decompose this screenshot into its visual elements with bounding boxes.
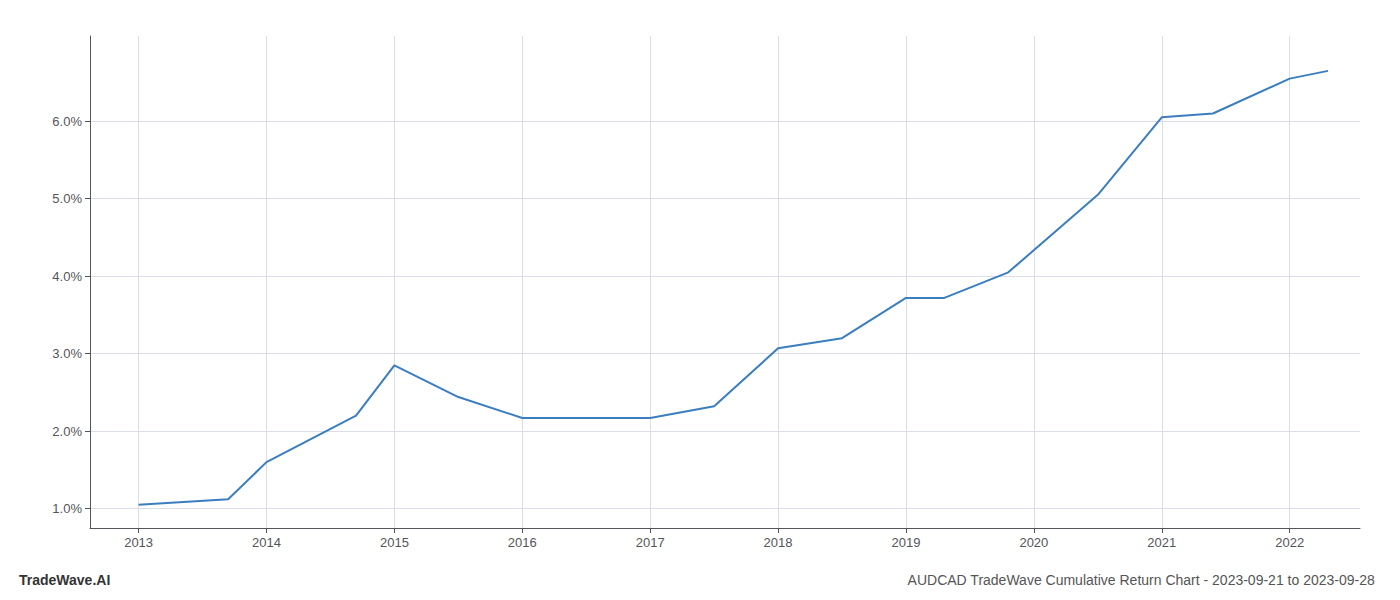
svg-text:2.0%: 2.0% (52, 424, 82, 439)
svg-text:AUDCAD TradeWave Cumulative Re: AUDCAD TradeWave Cumulative Return Chart… (908, 572, 1375, 588)
svg-text:TradeWave.AI: TradeWave.AI (19, 572, 110, 588)
svg-text:4.0%: 4.0% (52, 269, 82, 284)
svg-text:2020: 2020 (1019, 535, 1048, 550)
svg-text:2019: 2019 (892, 535, 921, 550)
svg-text:2021: 2021 (1147, 535, 1176, 550)
svg-text:1.0%: 1.0% (52, 501, 82, 516)
svg-text:6.0%: 6.0% (52, 114, 82, 129)
svg-text:2018: 2018 (764, 535, 793, 550)
svg-text:2016: 2016 (508, 535, 537, 550)
svg-text:3.0%: 3.0% (52, 346, 82, 361)
svg-text:2014: 2014 (252, 535, 281, 550)
svg-text:2013: 2013 (124, 535, 153, 550)
svg-text:2017: 2017 (636, 535, 665, 550)
svg-text:2015: 2015 (380, 535, 409, 550)
svg-text:2022: 2022 (1275, 535, 1304, 550)
svg-text:5.0%: 5.0% (52, 191, 82, 206)
